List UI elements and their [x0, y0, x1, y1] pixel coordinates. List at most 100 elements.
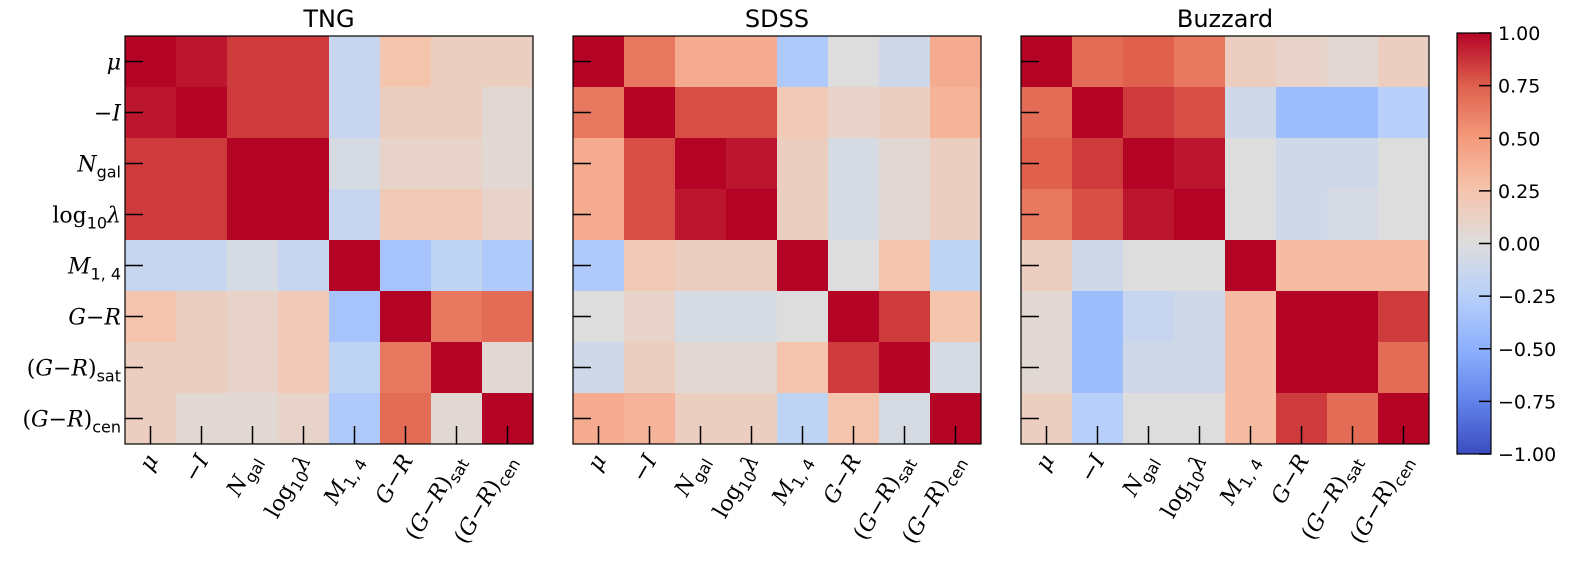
heatmap-cell	[227, 138, 279, 190]
heatmap-cell	[431, 240, 483, 292]
x-tick-label: Ngal	[670, 451, 717, 504]
heatmap-cell	[1123, 291, 1175, 343]
heatmap-cell	[1174, 36, 1226, 88]
x-tick-label: M1, 4	[1215, 451, 1267, 512]
heatmap-cell	[278, 87, 330, 139]
heatmap-cell	[1378, 87, 1430, 139]
heatmap-cell	[777, 138, 829, 190]
heatmap-cell	[1276, 36, 1328, 88]
heatmap-cell	[1072, 138, 1124, 190]
heatmap-cell	[624, 342, 676, 394]
heatmap-cell	[675, 138, 727, 190]
heatmap-cell	[227, 342, 279, 394]
heatmap-cell	[482, 291, 534, 343]
heatmap-cell	[1225, 138, 1277, 190]
x-tick-label: log10λ	[1157, 451, 1216, 525]
heatmap-cell	[1123, 138, 1175, 190]
heatmap-cell	[879, 138, 931, 190]
heatmap-cell	[828, 189, 880, 241]
heatmap-cell	[380, 189, 432, 241]
heatmap-cell	[777, 189, 829, 241]
heatmap-cell	[726, 240, 778, 292]
heatmap-cell	[176, 189, 228, 241]
heatmap-cell	[930, 342, 982, 394]
colorbar: 1.00 0.75 0.50 0.25 0.00 −0.25 −0.50 −0.75 −1.00	[1456, 23, 1556, 466]
heatmap-cell	[431, 36, 483, 88]
x-tick-label: −I	[627, 449, 663, 486]
heatmap-cell	[329, 342, 381, 394]
heatmap-cell	[1123, 87, 1175, 139]
y-tick-label: M1, 4	[67, 255, 121, 284]
heatmap-cell	[380, 342, 432, 394]
x-tick-label: −I	[179, 449, 215, 486]
x-tick-label: μ	[583, 451, 612, 476]
heatmap-cell	[278, 240, 330, 292]
heatmap-cell	[278, 36, 330, 88]
x-tick-label: G−R	[371, 451, 419, 509]
heatmap-cell	[1327, 189, 1379, 241]
x-tick-label: log10λ	[709, 451, 768, 525]
heatmap-cell	[1123, 240, 1175, 292]
heatmap-cell	[176, 36, 228, 88]
heatmap-cell	[380, 36, 432, 88]
colorbar-tick-label: 0.00	[1498, 234, 1540, 256]
x-tick-label: (G−R)sat	[849, 451, 921, 547]
heatmap-cell	[227, 240, 279, 292]
heatmap-cell	[777, 87, 829, 139]
heatmap-cell	[278, 138, 330, 190]
x-tick-label: G−R	[1267, 451, 1315, 509]
heatmap-cell	[329, 240, 381, 292]
heatmap-cell	[1378, 138, 1430, 190]
heatmap-cell	[930, 87, 982, 139]
heatmap-cell	[879, 36, 931, 88]
x-tick-label: log10λ	[261, 451, 320, 525]
heatmap-cell	[1174, 240, 1226, 292]
heatmap-cell	[1072, 342, 1124, 394]
colorbar-tick-label: −0.25	[1498, 286, 1556, 308]
heatmap-cell	[828, 342, 880, 394]
heatmap-cell	[1327, 138, 1379, 190]
heatmap-cell	[380, 240, 432, 292]
heatmap-cell	[675, 36, 727, 88]
heatmap-cell	[431, 87, 483, 139]
heatmap-cell	[777, 240, 829, 292]
heatmap-cell	[624, 87, 676, 139]
heatmap-cell	[675, 342, 727, 394]
heatmap-cell	[431, 138, 483, 190]
panel-title-sdss: SDSS	[745, 5, 809, 33]
colorbar-tick-label: −0.50	[1498, 339, 1556, 361]
heatmap-cell	[1225, 342, 1277, 394]
heatmap-cell	[1123, 36, 1175, 88]
heatmap-cell	[1225, 240, 1277, 292]
heatmap-cell	[879, 87, 931, 139]
heatmap-cell	[1378, 36, 1430, 88]
heatmap-cell	[930, 36, 982, 88]
colorbar-tick-label: 0.25	[1498, 181, 1540, 203]
heatmap-cell	[1072, 240, 1124, 292]
colorbar-tick-label: 1.00	[1498, 23, 1540, 45]
heatmap-cell	[482, 189, 534, 241]
heatmap-cell	[329, 189, 381, 241]
x-tick-label: Ngal	[222, 451, 269, 504]
x-tick-label: μ	[135, 451, 164, 476]
heatmap-cell	[675, 291, 727, 343]
heatmap-cell	[930, 189, 982, 241]
heatmap-cell	[1327, 291, 1379, 343]
heatmap-cell	[1327, 87, 1379, 139]
colorbar-tick-label: −1.00	[1498, 444, 1556, 466]
axes-frame	[572, 35, 982, 445]
heatmap-cell	[930, 291, 982, 343]
colorbar-tick-label: 0.75	[1498, 76, 1540, 98]
heatmap-cell	[1276, 189, 1328, 241]
heatmap-cell	[482, 342, 534, 394]
heatmap-cell	[329, 87, 381, 139]
heatmap-cell	[176, 87, 228, 139]
y-tick-label: (G−R)sat	[27, 357, 121, 386]
heatmap-cell	[1276, 240, 1328, 292]
y-tick-label: (G−R)cen	[22, 408, 121, 437]
heatmap-cell	[1276, 342, 1328, 394]
heatmap-cell	[726, 87, 778, 139]
heatmap-cell	[624, 291, 676, 343]
heatmap-cell	[1327, 36, 1379, 88]
heatmap-cell	[1225, 291, 1277, 343]
